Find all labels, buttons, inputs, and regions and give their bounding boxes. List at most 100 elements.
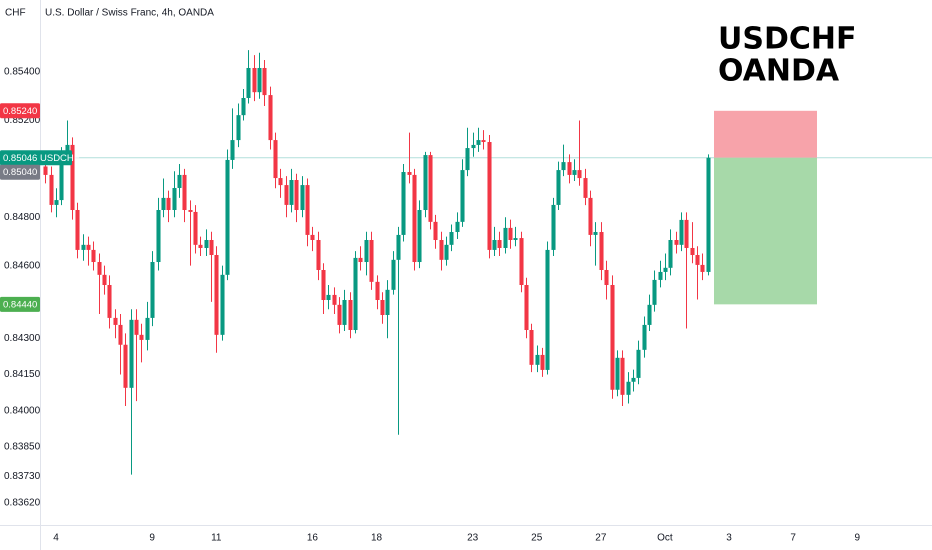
plot-area [40,50,932,475]
candle-body [620,357,625,395]
candle-body [43,166,48,175]
candle-body [294,180,299,210]
candle-body [380,300,385,315]
candle-body [524,285,529,330]
candle-body [449,232,454,245]
candle-body [284,185,289,205]
candle-body [91,249,96,263]
candle-body [407,172,412,175]
candle-body [556,170,561,205]
price-tag [0,164,40,180]
y-tick-label: 0.85400 [4,67,41,78]
price-tag-label: 0.85046 [3,153,37,164]
candle-body [668,240,673,268]
candle-body [139,334,144,340]
currency-label: CHF [5,8,26,19]
y-tick-label: 0.83730 [4,471,41,482]
candle-body [198,244,203,248]
candle-body [102,274,107,285]
candle-body [241,97,246,116]
candle-body [300,185,305,210]
candle-body [599,232,604,270]
candle-body [316,240,321,270]
candle-body [193,211,198,245]
candle-body [396,234,401,260]
candle-body [433,221,438,240]
candle-body [593,232,598,235]
candle-body [236,115,241,141]
candle-body [439,240,444,260]
candle-body [401,172,406,235]
candle-body [615,357,620,390]
candle-body [129,319,134,388]
candle-body [647,304,652,325]
candle-body [81,244,86,250]
candle-body [262,67,267,96]
candle-body [444,244,449,260]
candle-body [529,330,534,365]
candle-body [246,67,251,98]
candle-body [348,300,353,330]
price-tag-label: 0.84440 [3,299,37,310]
candle-body [70,144,75,210]
candle-body [332,294,337,305]
candle-body [375,281,380,300]
candle-body [626,381,631,395]
x-tick-label: 3 [726,533,732,544]
candle-body [49,174,54,205]
candle-body [658,271,663,280]
price-tag-symbol: USDCHF [40,153,80,164]
candle-body [577,170,582,179]
candle-body [252,67,257,93]
candle-body [423,155,428,210]
candle-body [156,210,161,263]
candle-body [182,174,187,210]
candle-body [561,162,566,171]
price-tag [0,103,40,119]
candle-body [610,285,615,390]
candle-body [337,304,342,325]
y-tick-label: 0.84300 [4,333,41,344]
candle-body [278,178,283,186]
x-tick-label: 18 [371,533,383,544]
candle-body [604,270,609,285]
candle-body [161,197,166,210]
price-tag [0,296,40,312]
x-tick-label: 7 [790,533,796,544]
chart-title: U.S. Dollar / Swiss Franc, 4h, OANDA [45,8,214,19]
x-tick-label: 16 [307,533,319,544]
candle-body [54,200,59,205]
candle-body [289,180,294,205]
candle-body [588,197,593,235]
candle-body [642,324,647,350]
candle-body [391,259,396,290]
candle-body [188,210,193,212]
y-tick-label: 0.83620 [4,497,41,508]
x-tick-label: 4 [53,533,59,544]
candle-body [353,257,358,330]
candle-body [220,274,225,335]
candle-body [487,142,492,250]
candle-body [118,324,123,345]
candle-body [497,240,502,248]
candle-body [690,247,695,255]
candle-body [123,344,128,388]
price-tag-label: 0.85240 [3,106,37,117]
candle-body [225,159,230,275]
candle-body [545,249,550,370]
candle-body [385,289,390,315]
candle-body [631,377,636,382]
y-tick-label: 0.84000 [4,405,41,416]
candle-body [150,262,155,318]
price-axis-bg [0,0,40,525]
candle-body [369,240,374,282]
candle-body [342,300,347,325]
candle-body [86,244,91,250]
candle-body [695,255,700,265]
candle-body [706,157,711,272]
candle-body [471,144,476,149]
candle-body [519,238,524,285]
candle-body [674,240,679,245]
candle-body [663,267,668,272]
